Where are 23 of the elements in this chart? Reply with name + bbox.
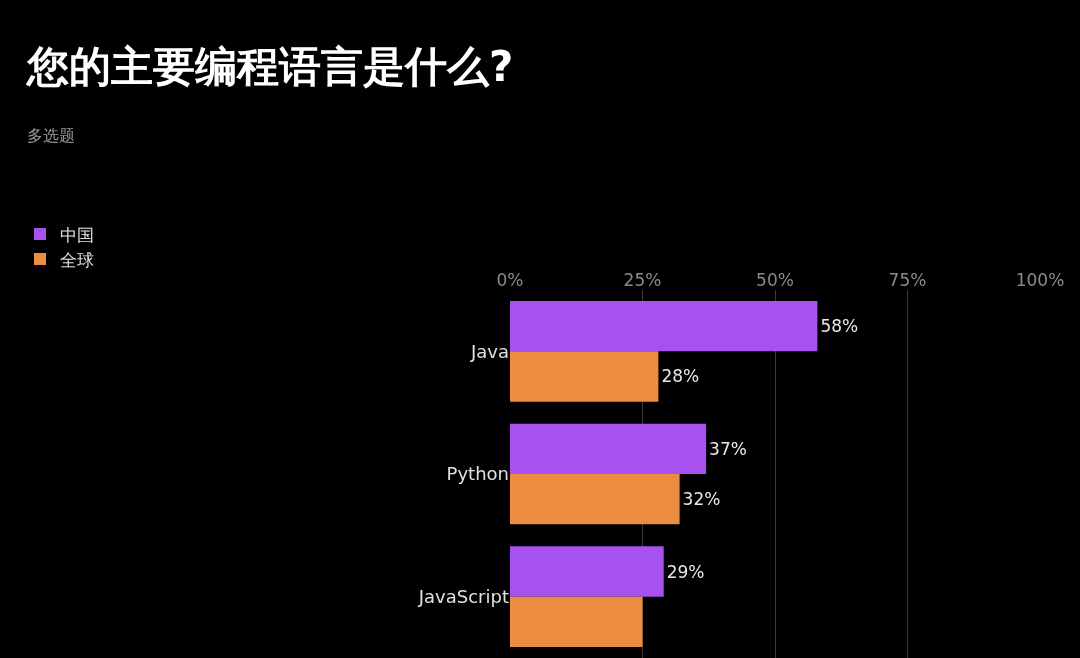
y-tick-label: JavaScript xyxy=(417,585,509,607)
chart-title: 您的主要编程语言是什么? xyxy=(25,41,514,91)
bar xyxy=(510,351,659,402)
legend-label: 全球 xyxy=(60,249,94,270)
x-tick-label: 0% xyxy=(496,269,524,290)
x-tick-label: 25% xyxy=(623,269,662,290)
data-label: 58% xyxy=(820,316,859,337)
x-tick-label: 50% xyxy=(756,269,794,290)
data-label: 37% xyxy=(709,438,747,459)
bar xyxy=(510,596,643,647)
text: 多选题 xyxy=(27,126,75,145)
bar xyxy=(510,423,707,474)
data-label: 29% xyxy=(666,561,705,582)
data-label: 32% xyxy=(682,489,721,510)
y-tick-label: Java xyxy=(469,340,509,362)
bar xyxy=(510,301,818,352)
y-tick-label: Python xyxy=(446,463,509,485)
bar xyxy=(510,474,680,525)
legend-label: 中国 xyxy=(60,224,94,245)
x-tick-label: 100% xyxy=(1015,269,1065,290)
x-tick-label: 75% xyxy=(888,269,927,290)
bar xyxy=(510,546,664,597)
data-label: 28% xyxy=(661,366,700,387)
